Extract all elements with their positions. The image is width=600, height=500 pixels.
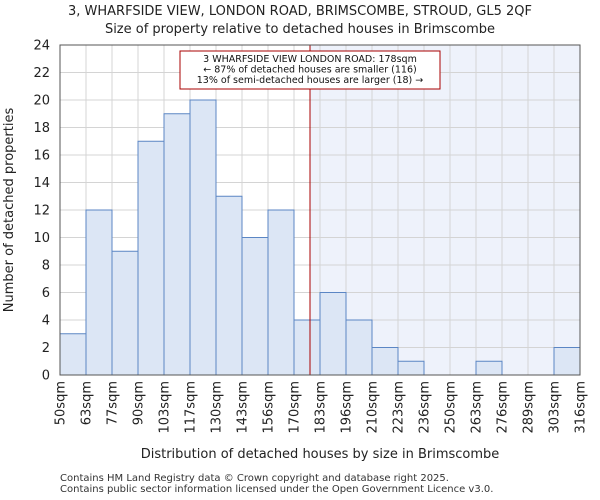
x-tick-label: 77sqm — [106, 381, 121, 425]
chart-subtitle: Size of property relative to detached ho… — [104, 22, 496, 37]
x-tick-label: 90sqm — [132, 381, 147, 425]
y-tick-label: 24 — [33, 39, 50, 54]
footer-line-2: Contains public sector information licen… — [60, 484, 494, 495]
y-tick-label: 20 — [33, 94, 50, 109]
bar — [111, 250, 139, 376]
bar — [163, 113, 191, 376]
y-tick-label: 18 — [33, 121, 50, 136]
bar — [475, 360, 503, 376]
x-tick-label: 223sqm — [392, 381, 407, 434]
x-tick-label: 263sqm — [470, 381, 485, 434]
footer: Contains HM Land Registry data © Crown c… — [60, 473, 493, 495]
y-tick-label: 0 — [42, 369, 50, 384]
bar — [85, 209, 113, 376]
chart-title-block: 3, WHARFSIDE VIEW, LONDON ROAD, BRIMSCOM… — [0, 3, 600, 39]
x-tick-label: 50sqm — [54, 381, 69, 425]
bar — [397, 360, 425, 376]
annotation-line-3: 13% of semi-detached houses are larger (… — [197, 75, 424, 86]
bar — [345, 319, 373, 376]
y-axis-label: Number of detached properties — [2, 108, 17, 313]
x-tick-label: 117sqm — [184, 381, 199, 434]
y-tick-label: 6 — [42, 286, 50, 301]
x-tick-labels: 50sqm 63sqm 77sqm 90sqm 103sqm 117sqm 130sqm 14… — [54, 381, 589, 434]
y-tick-label: 4 — [42, 314, 50, 329]
x-tick-label: 196sqm — [340, 381, 355, 434]
bar — [319, 292, 347, 376]
bar — [137, 140, 165, 376]
annotation-frame — [179, 50, 441, 90]
plot-frame — [59, 44, 581, 376]
annotation-line-1: 3 WHARFSIDE VIEW LONDON ROAD: 178sqm — [203, 54, 417, 65]
bar — [59, 333, 87, 376]
y-tick-label: 10 — [33, 231, 50, 246]
footer-line-1: Contains HM Land Registry data © Crown c… — [60, 473, 449, 484]
bar — [553, 347, 581, 376]
y-tick-label: 8 — [42, 259, 50, 274]
y-tick-label: 2 — [42, 341, 50, 356]
y-tick-label: 12 — [33, 204, 50, 219]
x-tick-label: 316sqm — [574, 381, 589, 434]
bar — [241, 237, 269, 376]
x-tick-label: 103sqm — [158, 381, 173, 434]
x-tick-label: 156sqm — [262, 381, 277, 434]
x-tick-label: 276sqm — [496, 381, 511, 434]
x-tick-label: 250sqm — [444, 381, 459, 434]
bar — [293, 319, 321, 376]
bar — [267, 209, 295, 376]
x-tick-label: 170sqm — [288, 381, 303, 434]
chart-title: 3, WHARFSIDE VIEW, LONDON ROAD, BRIMSCOM… — [67, 4, 532, 19]
x-tick-label: 183sqm — [314, 381, 329, 434]
bar — [371, 347, 399, 376]
x-tick-label: 210sqm — [366, 381, 381, 434]
x-tick-label: 63sqm — [80, 381, 95, 425]
x-tick-label: 289sqm — [522, 381, 537, 434]
y-tick-label: 14 — [33, 176, 50, 191]
bar — [189, 99, 217, 376]
y-tick-label: 22 — [33, 66, 50, 81]
y-tick-label: 16 — [33, 149, 50, 164]
bar — [215, 195, 243, 376]
bars-group — [59, 99, 581, 376]
x-axis-label: Distribution of detached houses by size … — [141, 447, 500, 462]
x-tick-label: 236sqm — [418, 381, 433, 434]
annotation-box: 3 WHARFSIDE VIEW LONDON ROAD: 178sqm ← 8… — [179, 50, 441, 90]
x-tick-label: 303sqm — [548, 381, 563, 434]
x-tick-label: 143sqm — [236, 381, 251, 434]
x-tick-label: 130sqm — [210, 381, 225, 434]
annotation-line-2: ← 87% of detached houses are smaller (11… — [203, 65, 416, 76]
